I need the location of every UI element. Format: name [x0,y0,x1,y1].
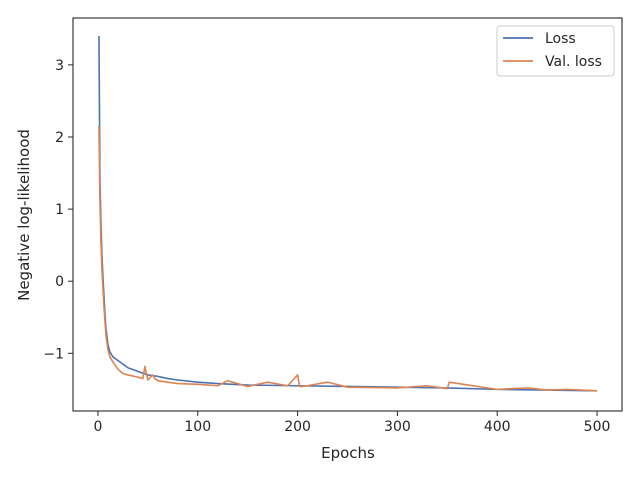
x-axis-label: Epochs [321,444,375,462]
series-layer [98,36,598,392]
x-axis: 0 100 200 300 400 500 [93,411,610,435]
plot-frame [72,17,623,412]
legend: Loss Val. loss [496,25,615,77]
y-axis: −1 0 1 2 3 [43,58,73,362]
plot-area [72,17,623,412]
series-line-loss [98,36,598,392]
x-tick-label: 100 [184,419,211,435]
legend-label-val-loss: Val. loss [545,54,602,70]
y-tick-label: −1 [43,346,64,362]
y-tick-label: 3 [55,58,64,74]
y-tick-label: 2 [55,130,64,146]
x-tick-label: 0 [93,419,102,435]
series-line-val-loss [98,126,598,392]
x-tick-label: 200 [284,419,311,435]
y-tick-label: 1 [55,202,64,218]
x-tick-label: 300 [384,419,411,435]
x-tick-label: 400 [484,419,511,435]
x-tick-label: 500 [584,419,611,435]
y-axis-label: Negative log-likelihood [15,129,33,301]
y-tick-label: 0 [55,274,64,290]
legend-label-loss: Loss [545,31,576,47]
